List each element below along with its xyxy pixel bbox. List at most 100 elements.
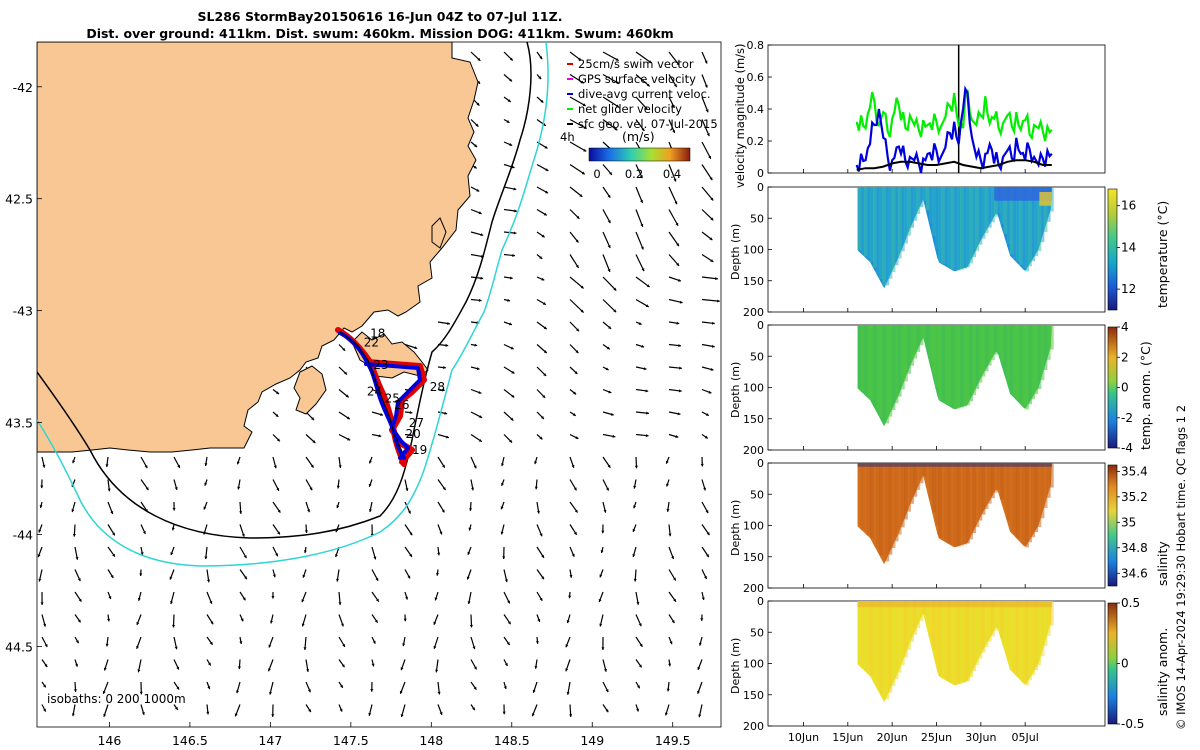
current-vector-head: [610, 412, 614, 416]
current-vector-head: [637, 685, 640, 689]
p-sanom-streak: [994, 601, 998, 631]
current-vector-head: [44, 664, 48, 668]
p-sanom-streak: [860, 601, 865, 668]
current-vector-head: [509, 276, 513, 280]
current-vector-head: [632, 554, 636, 557]
p-sanom-streak: [1012, 601, 1017, 673]
current-vector-head: [338, 465, 342, 469]
current-vector-head: [102, 690, 106, 694]
p-temp-streak: [1043, 187, 1048, 232]
current-vector-head: [476, 102, 480, 106]
current-vector-head: [575, 436, 579, 439]
p-sanom-streak: [1022, 601, 1026, 683]
current-vector-head: [509, 322, 512, 326]
current-vector-head: [370, 689, 374, 692]
p-tanom-streak: [994, 325, 998, 355]
p-temp-streak: [932, 187, 936, 237]
current-vector-head: [139, 691, 143, 695]
day-label: 26: [394, 398, 409, 412]
current-vector-head: [409, 553, 412, 557]
current-vector: [701, 119, 710, 137]
current-vector-head: [543, 326, 547, 330]
velocity-series: [855, 45, 1053, 174]
current-vector-head: [409, 410, 413, 415]
current-vector-head: [277, 531, 280, 535]
p-tanom-streak: [1050, 325, 1054, 350]
p-tanom-streak: [888, 325, 893, 417]
current-vector-head: [478, 298, 482, 302]
current-vector: [602, 73, 620, 85]
vel-series-dive-avg-current-veloc-: [855, 85, 1053, 174]
current-vector-head: [507, 99, 511, 102]
p-sanom-streak: [907, 601, 911, 650]
current-vector-head: [478, 438, 482, 442]
current-vector-head: [697, 666, 701, 670]
current-vector-head: [543, 350, 547, 354]
current-vector-head: [38, 529, 42, 533]
cb-tick-label: -2: [1121, 411, 1133, 425]
p-tanom-streak: [901, 325, 905, 390]
p-sal-streak: [913, 463, 918, 497]
p-sanom-streak: [944, 601, 949, 680]
p-sal-streak: [894, 463, 899, 542]
depth-tick-label: 0: [757, 319, 764, 332]
current-vector-head: [500, 506, 504, 510]
current-vector-head: [701, 597, 705, 601]
p-temp-streak: [981, 187, 986, 239]
current-vector-head: [708, 155, 712, 159]
cb-tick-label: -0.5: [1121, 717, 1144, 731]
time-tick-label: 15Jun: [832, 731, 863, 744]
p-sal-streak: [935, 463, 939, 526]
current-vector-head: [509, 57, 513, 61]
current-vector-head: [539, 255, 543, 259]
current-vector-head: [634, 465, 638, 469]
current-vector-head: [244, 576, 247, 580]
current-vector-head: [275, 413, 279, 417]
current-vector-head: [467, 601, 471, 605]
p-tanom-streak: [984, 325, 989, 372]
p-sal-streak: [947, 463, 952, 544]
current-vector-head: [710, 197, 714, 201]
vel-ytick-label: 0.6: [747, 71, 765, 84]
day-label: 18: [370, 326, 385, 340]
current-vector-head: [344, 371, 347, 375]
current-vector-head: [645, 434, 649, 438]
current-vector-head: [137, 597, 141, 601]
current-vector-head: [210, 621, 214, 625]
current-vector-head: [573, 531, 577, 535]
p-tanom-streak: [863, 325, 868, 395]
current-vector-head: [636, 601, 640, 605]
current-vector: [701, 298, 720, 302]
current-vector-head: [700, 463, 704, 467]
current-vector-head: [614, 127, 618, 131]
p-temp-streak: [863, 187, 868, 257]
current-vector-head: [71, 509, 75, 513]
current-vector-head: [535, 641, 539, 644]
current-vector-head: [645, 389, 649, 393]
current-vector-head: [405, 488, 409, 491]
temp-warm-patch: [1039, 192, 1052, 206]
current-vector-head: [568, 595, 572, 599]
current-vector-head: [467, 551, 471, 555]
p-sal-streak: [904, 463, 908, 520]
current-vector-head: [477, 57, 481, 61]
p-tanom-streak: [975, 325, 980, 389]
current-vector-head: [301, 623, 305, 627]
p-sal-streak: [1015, 463, 1020, 538]
current-vector-head: [414, 346, 418, 350]
legend-label-sfc: sfc geo. vel. 07-Jul-2015: [578, 117, 718, 131]
p-tanom-streak: [1043, 325, 1048, 370]
current-vector-head: [571, 464, 575, 468]
current-vector-head: [711, 344, 715, 348]
p-tanom-streak: [922, 325, 927, 339]
current-vector-head: [673, 577, 676, 581]
current-vector-head: [705, 510, 709, 514]
depth-tick-label: 0: [757, 457, 764, 470]
p-temp-streak: [987, 187, 992, 228]
depth-tick-label: 100: [743, 520, 764, 533]
p-sal-streak: [1025, 463, 1029, 548]
current-vector-head: [171, 527, 175, 531]
tanom-depth-ylabel: Depth (m): [729, 361, 742, 418]
map-xtick-label: 149.5: [655, 733, 691, 748]
p-tanom-streak: [956, 325, 961, 409]
